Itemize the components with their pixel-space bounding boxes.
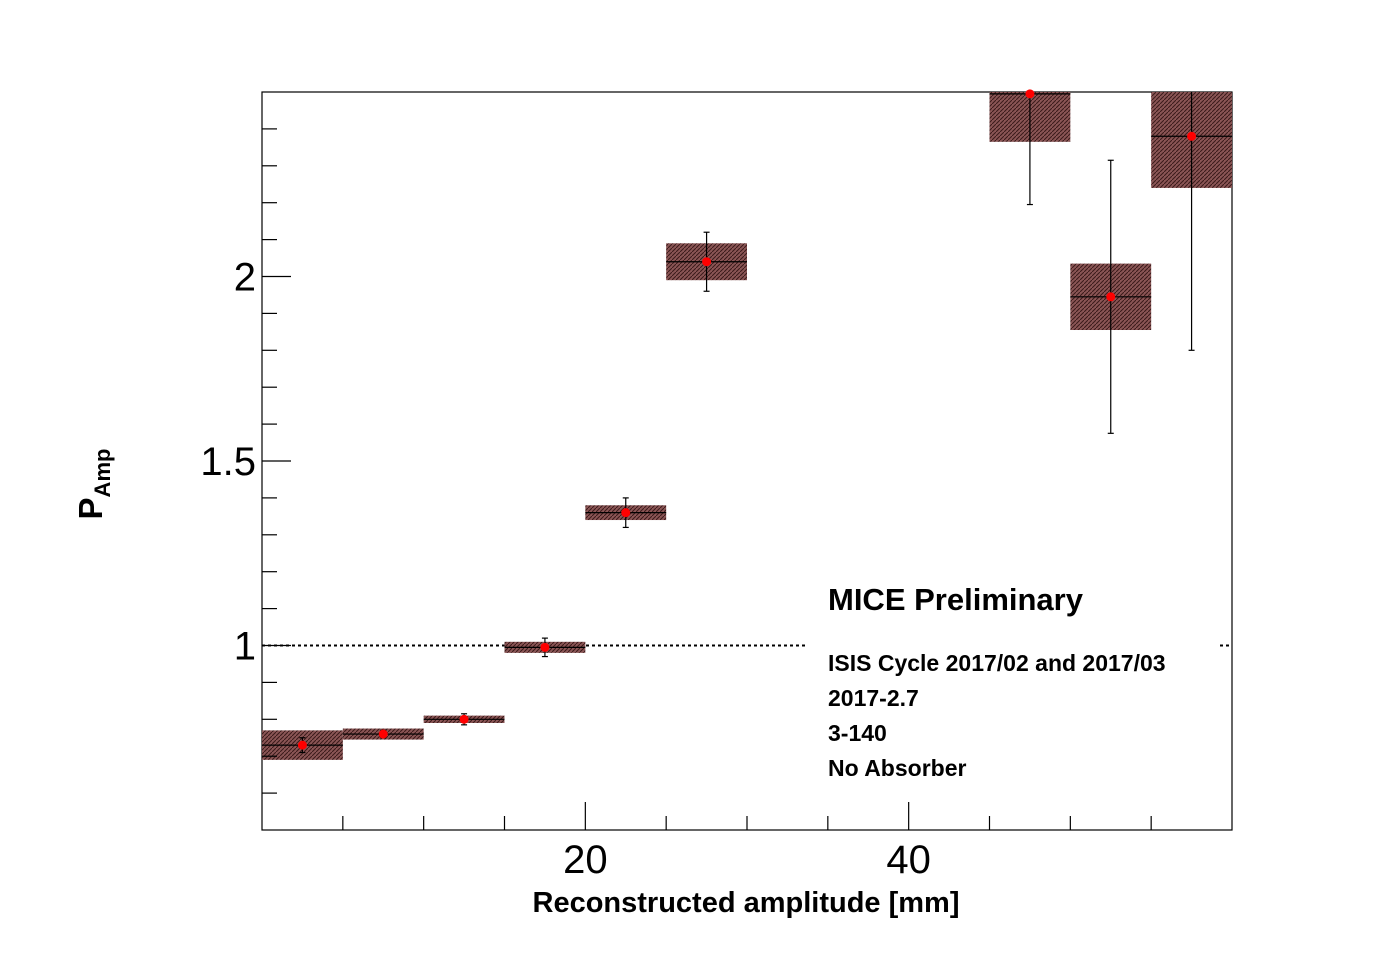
- annotation-title: MICE Preliminary: [828, 582, 1084, 617]
- annotation-block: MICE Preliminary ISIS Cycle 2017/02 and …: [828, 582, 1166, 781]
- y-axis-title-sub: Amp: [90, 449, 115, 498]
- plot-frame: [261, 91, 1233, 831]
- x-tick-label: 20: [563, 838, 608, 882]
- x-axis-title: Reconstructed amplitude [mm]: [533, 887, 960, 919]
- y-axis-title-main: P: [72, 497, 109, 519]
- y-tick-label: 1.5: [200, 440, 256, 484]
- y-tick-label: 2: [234, 256, 256, 300]
- annotation-line-4: No Absorber: [828, 755, 966, 781]
- x-tick-label: 40: [886, 838, 931, 882]
- y-axis-title: PAmp: [72, 449, 115, 520]
- data-point-3: [540, 642, 550, 652]
- data-point-0: [297, 740, 307, 750]
- tick-layer: 20 40 1 1.5 2: [200, 128, 1152, 882]
- data-point-4: [621, 508, 631, 518]
- annotation-line-3: 3-140: [828, 720, 887, 746]
- data-point-2: [459, 714, 469, 724]
- data-point-1: [378, 729, 388, 739]
- data-point-7: [1106, 292, 1116, 302]
- data-point-8: [1187, 131, 1197, 141]
- annotation-line-2: 2017-2.7: [828, 685, 919, 711]
- data-point-6: [1025, 89, 1035, 99]
- y-tick-label: 1: [234, 625, 256, 669]
- data-point-5: [702, 257, 712, 267]
- annotation-line-1: ISIS Cycle 2017/02 and 2017/03: [828, 650, 1166, 676]
- data-layer: [262, 89, 1232, 760]
